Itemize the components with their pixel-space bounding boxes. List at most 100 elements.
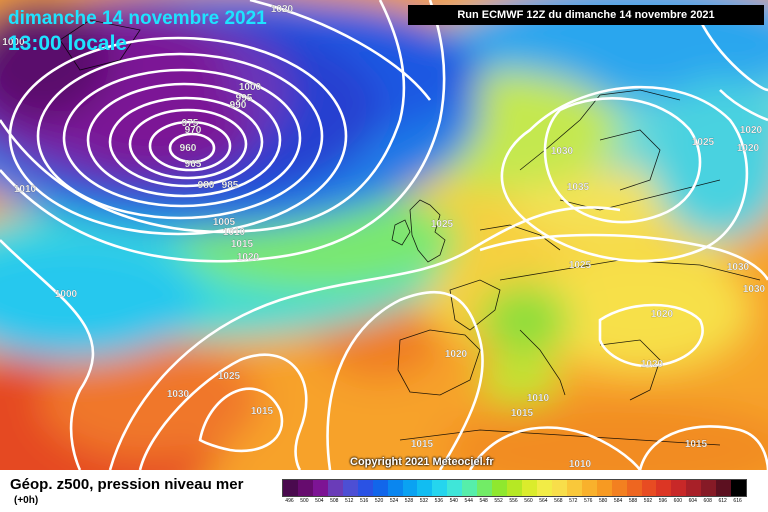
isobar-label: 1010: [223, 227, 246, 238]
isobar-label: 1010: [527, 393, 550, 404]
isobar-label: 960: [180, 143, 197, 154]
weather-map: 1020100010009959909759709609659809851010…: [0, 0, 768, 470]
scale-tick-label: 616: [733, 498, 742, 504]
scale-tick-label: 568: [554, 498, 563, 504]
forecast-local-time: 13:00 locale: [8, 32, 128, 55]
scale-swatch: [581, 480, 597, 496]
scale-swatch: [566, 480, 582, 496]
scale-swatch: [716, 480, 732, 496]
scale-tick-label: 548: [479, 498, 488, 504]
scale-swatch: [551, 480, 567, 496]
scale-swatch: [641, 480, 657, 496]
isobar-label: 1000: [239, 82, 262, 93]
scale-swatch: [447, 480, 463, 496]
isobar-label: 1015: [251, 406, 274, 417]
isobar-label: 1020: [651, 309, 674, 320]
scale-swatch: [522, 480, 537, 496]
color-scale-ticks: 496 500 504 508 512 516 520 524 528 532 536 540 544 5…: [282, 498, 745, 504]
scale-swatch: [402, 480, 418, 496]
isobar-label: 1000: [55, 289, 78, 300]
color-scale: [282, 479, 747, 497]
isobar-label: 1015: [511, 408, 534, 419]
isobar-label: 1020: [740, 125, 763, 136]
scale-tick-label: 528: [404, 498, 414, 504]
isobar-label: 965: [185, 159, 202, 170]
isobar-label: 1015: [411, 439, 434, 450]
isobar-label: 990: [230, 100, 247, 111]
scale-tick-label: 552: [494, 498, 503, 504]
scale-tick-label: 608: [703, 498, 712, 504]
isobar-label: 1015: [231, 239, 254, 250]
scale-tick-label: 540: [449, 498, 458, 504]
isobar-label: 1020: [641, 359, 664, 370]
scale-tick-label: 544: [464, 498, 473, 504]
scale-tick-label: 592: [643, 498, 653, 504]
scale-tick-label: 516: [359, 498, 369, 504]
isobar-label: 1030: [551, 146, 574, 157]
scale-tick-label: 524: [389, 498, 399, 504]
isobar-label: 1025: [431, 219, 454, 230]
isobar-label: 985: [222, 180, 239, 191]
scale-swatch: [536, 480, 552, 496]
legend-title: Géop. z500, pression niveau mer: [10, 476, 244, 493]
scale-tick-label: 532: [419, 498, 429, 504]
scale-swatch: [432, 480, 448, 496]
isobar-label: 1010: [14, 184, 37, 195]
scale-swatch: [611, 480, 627, 496]
isobar-label: 1025: [692, 137, 715, 148]
model-run-info: Run ECMWF 12Z du dimanche 14 novembre 20…: [408, 5, 764, 25]
forecast-date: dimanche 14 novembre 2021: [8, 8, 267, 29]
isobar-label: 1020: [737, 143, 760, 154]
scale-swatch: [357, 480, 373, 496]
isobar-label: 1005: [213, 217, 236, 228]
scale-swatch: [297, 480, 313, 496]
isobar-label: 1025: [218, 371, 241, 382]
scale-swatch: [342, 480, 358, 496]
scale-tick-label: 500: [300, 498, 309, 504]
scale-tick-label: 536: [434, 498, 444, 504]
scale-swatch: [671, 480, 687, 496]
scale-tick-label: 596: [658, 498, 668, 504]
copyright: Copyright 2021 Meteociel.fr: [350, 456, 494, 468]
isobar-label: 980: [198, 180, 215, 191]
scale-tick-label: 564: [539, 498, 548, 504]
scale-swatch: [417, 480, 433, 496]
scale-tick-label: 560: [524, 498, 533, 504]
scale-swatch: [477, 480, 493, 496]
scale-tick-label: 508: [330, 498, 339, 504]
isobar-label: 1030: [727, 262, 750, 273]
scale-swatch: [462, 480, 478, 496]
scale-tick-label: 496: [285, 498, 294, 504]
scale-tick-label: 556: [509, 498, 518, 504]
scale-tick-label: 576: [584, 498, 593, 504]
scale-swatch: [626, 480, 642, 496]
scale-tick-label: 604: [688, 498, 697, 504]
isobar-label: 1010: [569, 459, 592, 470]
isobar-label: 1020: [445, 349, 468, 360]
isobar-label: 1000: [2, 37, 25, 48]
scale-swatch: [656, 480, 672, 496]
legend-bar: Géop. z500, pression niveau mer (+0h) 49…: [0, 470, 768, 512]
isobar-label: 1020: [237, 252, 260, 263]
legend-subtitle: (+0h): [14, 495, 39, 506]
scale-swatch: [312, 480, 328, 496]
scale-swatch: [701, 480, 717, 496]
isobar-labels: 1020100010009959909759709609659809851010…: [2, 4, 766, 470]
scale-tick-label: 520: [374, 498, 384, 504]
scale-swatch: [327, 480, 343, 496]
isobar-label: 1030: [167, 389, 190, 400]
scale-swatch: [507, 480, 522, 496]
isobar-label: 1015: [685, 439, 708, 450]
scale-tick-label: 612: [718, 498, 727, 504]
isobar-label: 995: [236, 93, 253, 104]
geopotential-field: [0, 0, 768, 470]
scale-swatch: [387, 480, 403, 496]
isobar-label: 1030: [743, 284, 766, 295]
scale-swatch: [731, 480, 747, 496]
scale-swatch: [372, 480, 388, 496]
scale-swatch: [596, 480, 612, 496]
scale-swatch: [283, 480, 298, 496]
scale-tick-label: 584: [613, 498, 623, 504]
scale-tick-label: 588: [628, 498, 638, 504]
scale-swatch: [492, 480, 508, 496]
